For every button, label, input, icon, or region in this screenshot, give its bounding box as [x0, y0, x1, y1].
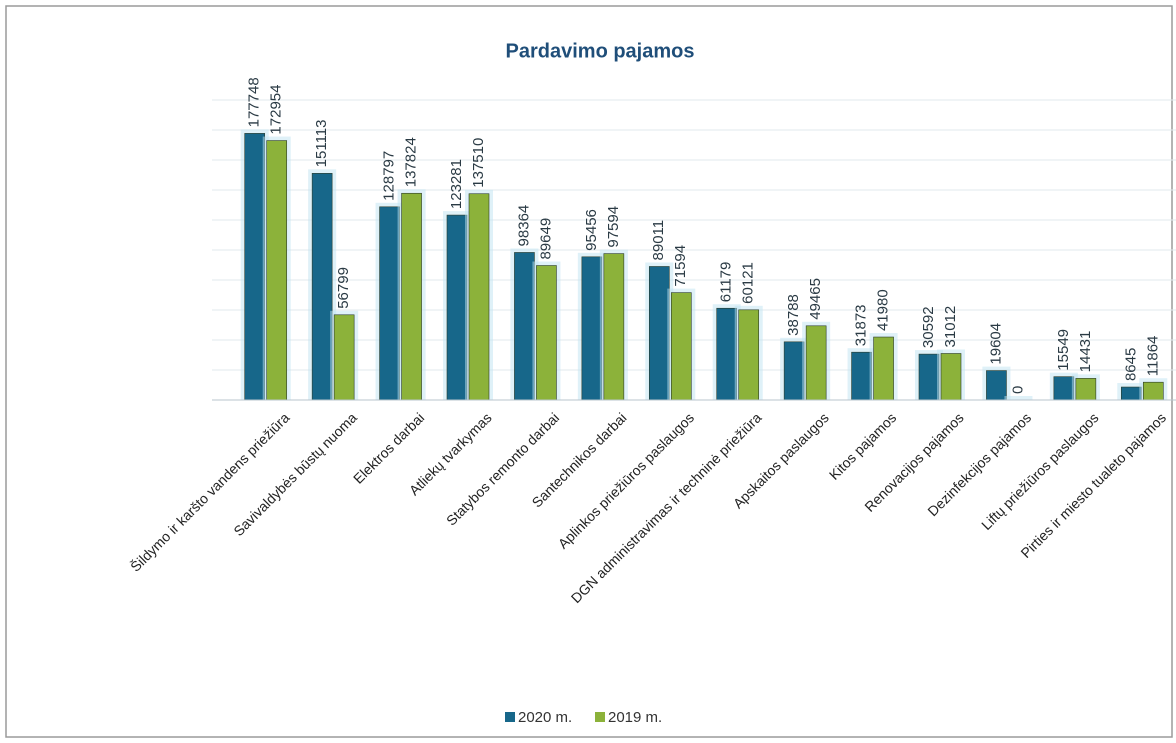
bar-glow — [1004, 396, 1033, 400]
data-label: 95456 — [583, 209, 600, 251]
bar — [468, 193, 490, 401]
bar — [940, 353, 962, 401]
data-label: 89011 — [650, 220, 667, 261]
legend-label: 2020 m. — [518, 709, 572, 726]
bar — [333, 314, 355, 401]
data-label: 0 — [1009, 386, 1026, 394]
bar — [1142, 381, 1164, 401]
bar — [536, 265, 557, 401]
bar — [379, 206, 400, 401]
data-label: 172954 — [268, 85, 285, 135]
data-label: 15549 — [1055, 329, 1072, 371]
data-label: 123281 — [448, 159, 465, 209]
data-label: 38788 — [785, 294, 802, 336]
bar — [244, 133, 266, 401]
bar — [1075, 378, 1097, 401]
bar — [648, 266, 670, 401]
bar — [581, 256, 603, 401]
bar — [873, 336, 894, 401]
data-label: 128797 — [381, 151, 398, 201]
data-label: 71594 — [672, 245, 689, 287]
bar — [266, 140, 288, 401]
data-label: 49465 — [807, 278, 824, 320]
bar — [311, 173, 333, 401]
bar — [783, 341, 805, 401]
data-label: 31012 — [942, 306, 959, 348]
data-label: 31873 — [853, 304, 870, 346]
data-label: 19604 — [987, 323, 1004, 365]
bar — [401, 192, 422, 401]
bar — [446, 214, 468, 401]
bar — [986, 370, 1007, 401]
data-label: 151113 — [313, 120, 330, 168]
data-label: 137510 — [470, 138, 487, 188]
bar — [603, 253, 625, 401]
legend-label: 2019 m. — [608, 709, 662, 726]
bar — [1053, 376, 1075, 401]
legend-swatch — [595, 712, 605, 722]
data-label: 56799 — [335, 267, 352, 309]
data-label: 97594 — [605, 206, 622, 248]
bar — [1120, 386, 1142, 401]
legend-swatch — [505, 712, 515, 722]
bar — [738, 309, 760, 401]
bar — [851, 351, 872, 401]
bar — [514, 252, 535, 401]
data-label: 8645 — [1122, 348, 1139, 381]
chart-title: Pardavimo pajamos — [506, 40, 695, 62]
data-label: 98364 — [515, 205, 532, 247]
data-label: 61179 — [718, 262, 735, 303]
bar — [805, 325, 827, 401]
data-label: 30592 — [920, 306, 937, 348]
data-label: 60121 — [740, 262, 757, 304]
data-label: 41980 — [875, 289, 892, 331]
data-label: 11864 — [1144, 336, 1161, 377]
bar — [670, 292, 692, 401]
bar — [716, 307, 738, 401]
data-label: 177748 — [246, 77, 263, 127]
bar — [918, 353, 940, 401]
data-label: 89649 — [537, 218, 554, 260]
data-label: 137824 — [403, 137, 420, 187]
data-label: 14431 — [1077, 331, 1094, 373]
